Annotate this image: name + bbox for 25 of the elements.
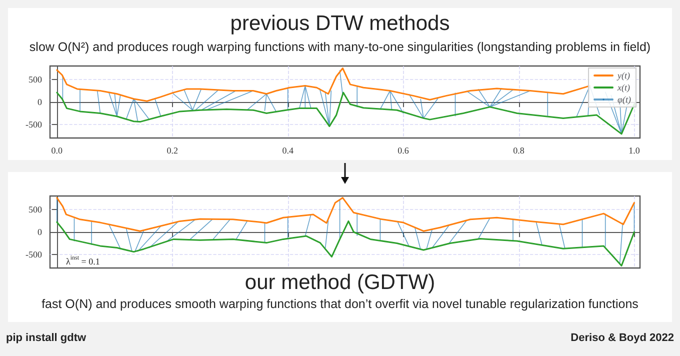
y-tick-label: 0 [38, 97, 42, 107]
x-tick-label: 0.2 [166, 146, 178, 156]
line-series [56, 197, 635, 232]
x-tick-label: 0.4 [282, 146, 294, 156]
text: fast O(N) and produces smooth warping functions that don’t overfit via novel tunable regularization functions [42, 297, 638, 311]
chart-title: previous DTW methods [230, 12, 450, 35]
y-tick-label: 0 [38, 227, 42, 237]
y-tick-label: 500 [28, 204, 42, 214]
line-series [56, 220, 635, 266]
text: our method (GDTW) [244, 271, 436, 294]
x-tick-label: 1.0 [628, 146, 640, 156]
legend-label: x(t) [616, 82, 630, 92]
text: Deriso & Boyd 2022 [570, 332, 674, 344]
x-tick-label: 0.8 [513, 146, 525, 156]
x-tick-label: 0.6 [398, 146, 410, 156]
y-tick-label: -500 [26, 120, 42, 130]
text: pip install gdtw [6, 332, 86, 344]
legend-label: y(t) [616, 70, 630, 80]
x-tick-label: 0.0 [51, 146, 64, 156]
chart-subtitle: slow O(N²) and produces rough warping functions with many-to-one singularities (longstanding problems in field) [29, 40, 651, 54]
line-series [56, 68, 591, 102]
line-series [56, 92, 635, 135]
y-tick-label: 500 [28, 74, 42, 84]
y-tick-label: -500 [26, 250, 42, 260]
series-label: φ(t) [618, 94, 632, 104]
